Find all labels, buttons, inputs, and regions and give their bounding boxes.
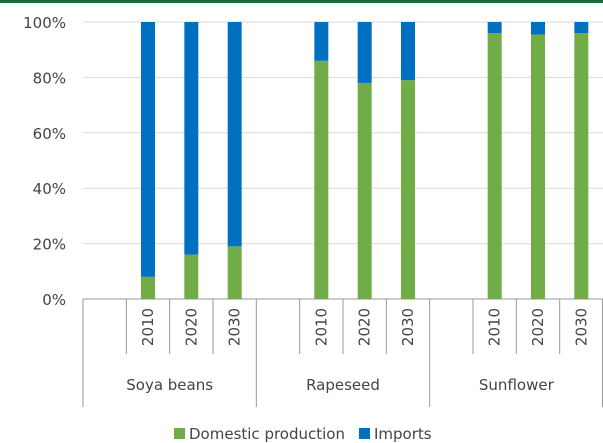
y-tick-label: 0%: [42, 291, 66, 309]
legend-label: Imports: [374, 425, 432, 443]
bar-domestic-production-soya-beans-2020: [184, 254, 199, 299]
category-axis: 2010 2020 2030 Soya beans 2010 2020 2030 Rapese…: [82, 299, 603, 407]
bar-imports-soya-beans-2020: [184, 22, 199, 255]
legend-swatch-domestic-production: [174, 428, 185, 439]
y-tick-label: 60%: [33, 125, 66, 143]
bar-domestic-production-rapeseed-2030: [401, 80, 415, 299]
bar-imports-sunflower-2010: [487, 22, 502, 34]
year-label: 2030: [226, 308, 244, 346]
y-tick-label: 80%: [33, 69, 66, 87]
bar-imports-soya-beans-2030: [227, 22, 242, 247]
year-label: 2030: [572, 308, 590, 346]
group-label: Rapeseed: [306, 376, 380, 394]
bar-domestic-production-sunflower-2020: [531, 34, 545, 300]
year-label: 2020: [356, 308, 374, 346]
y-tick-label: 40%: [33, 180, 66, 198]
group-label: Sunflower: [479, 376, 555, 394]
year-label: 2010: [312, 308, 330, 346]
y-tick-label: 100%: [23, 14, 66, 32]
bar-domestic-production-sunflower-2010: [487, 33, 502, 300]
y-axis-tick-labels: 0% 20% 40% 60% 80% 100%: [23, 14, 66, 309]
bar-domestic-production-soya-beans-2030: [227, 246, 242, 299]
bar-domestic-production-soya-beans-2010: [141, 276, 155, 299]
year-label: 2020: [182, 308, 200, 346]
top-rule: [0, 0, 603, 3]
year-label: 2030: [399, 308, 417, 346]
group-label: Soya beans: [126, 376, 213, 394]
legend-swatch-imports: [359, 428, 370, 439]
y-tick-label: 20%: [33, 236, 66, 254]
bar-imports-rapeseed-2010: [314, 22, 329, 61]
bar-domestic-production-rapeseed-2010: [314, 60, 329, 299]
bar-imports-sunflower-2030: [574, 22, 589, 34]
bars: [141, 22, 589, 300]
legend-label: Domestic production: [189, 425, 345, 443]
bar-domestic-production-sunflower-2030: [574, 33, 589, 300]
bar-imports-sunflower-2020: [531, 22, 545, 35]
legend: Domestic production Imports: [174, 425, 432, 443]
year-label: 2010: [139, 308, 157, 346]
bar-domestic-production-rapeseed-2020: [357, 82, 372, 299]
year-label: 2020: [529, 308, 547, 346]
year-label: 2010: [486, 308, 504, 346]
bar-imports-rapeseed-2030: [401, 22, 415, 81]
bar-imports-rapeseed-2020: [357, 22, 372, 83]
gridlines: [83, 21, 603, 300]
bar-imports-soya-beans-2010: [141, 22, 155, 277]
